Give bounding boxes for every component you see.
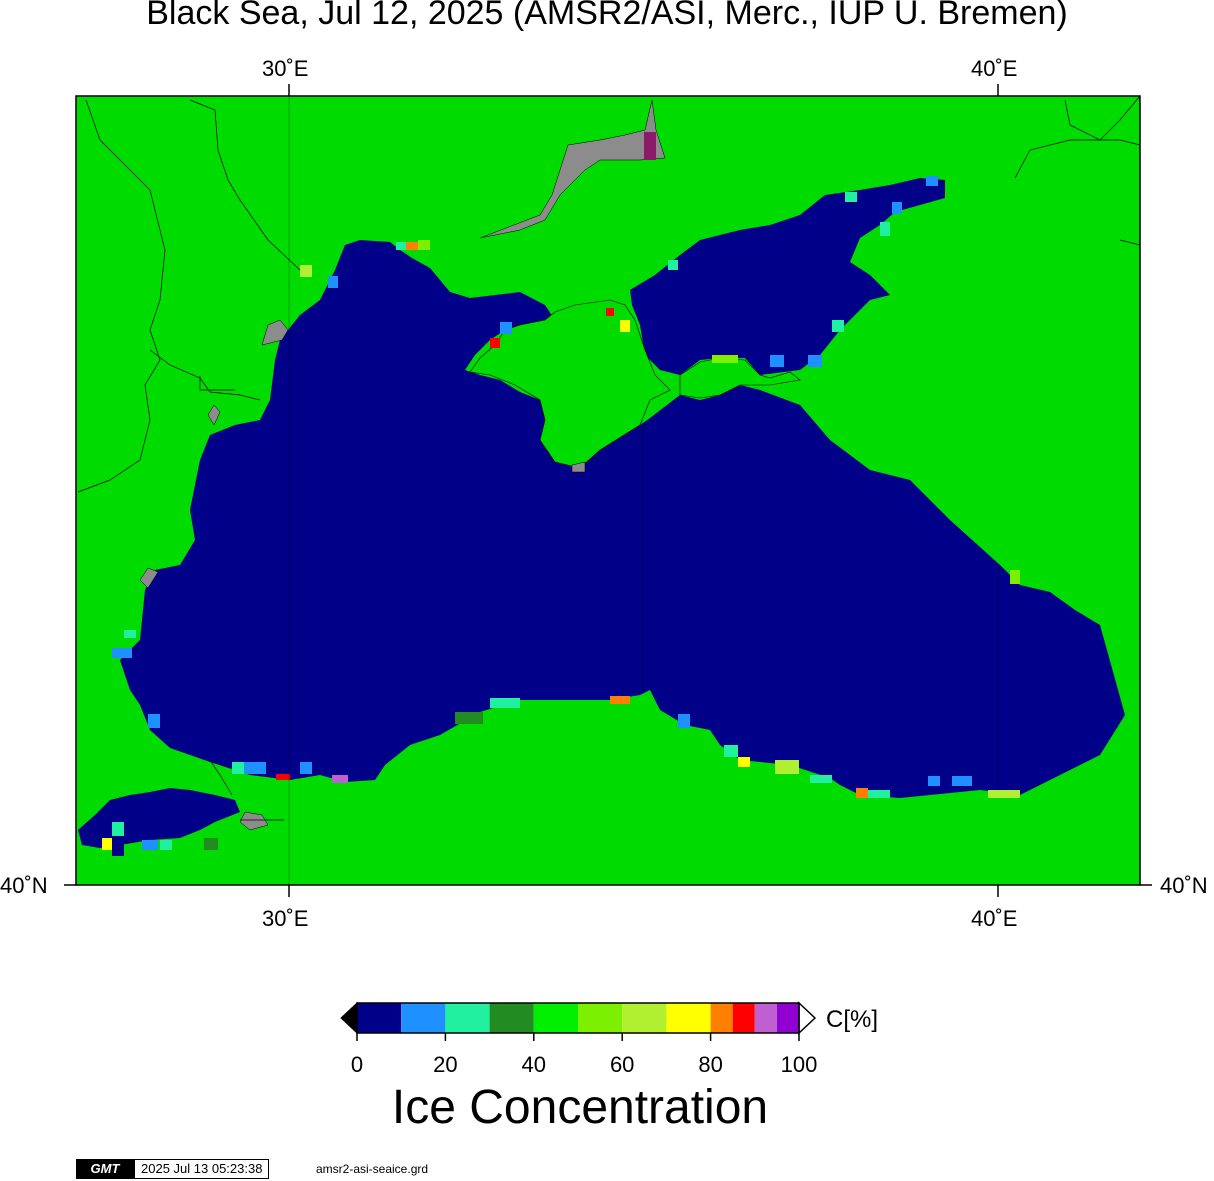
gmt-logo: GMT (76, 1159, 134, 1179)
sea-of-azov (630, 178, 945, 375)
colorbar-segment (357, 1003, 402, 1033)
colorbar-tick-label: 100 (780, 1052, 818, 1077)
no-data-patches (139, 99, 666, 831)
frame-ticks (64, 84, 1152, 897)
graticule (288, 96, 999, 885)
top-tick-30e: 30˚E (262, 56, 309, 81)
colorbar-segment (710, 1003, 733, 1033)
colorbar-unit: C[%] (826, 1006, 879, 1033)
colorbar-frame (356, 1002, 800, 1034)
colorbar-tick-label: 0 (350, 1052, 364, 1077)
colorbar-tick-label: 60 (609, 1052, 635, 1077)
colorbar-tick-label: 80 (698, 1052, 723, 1077)
black-sea (120, 240, 1125, 798)
colorbar-low-arrow (340, 1001, 358, 1035)
bottom-tick-40e: 40˚E (971, 906, 1018, 931)
colorbar-segment (445, 1003, 490, 1033)
colorbar-title: Ice Concentration (391, 1081, 769, 1134)
colorbar-segment (622, 1003, 667, 1033)
colorbar-segment (533, 1003, 578, 1033)
colorbar-high-arrow (798, 1001, 817, 1035)
colorbar-segment (666, 1003, 711, 1033)
colorbar-segment (776, 1003, 799, 1033)
top-tick-40e: 40˚E (971, 56, 1018, 81)
colorbar-tick-label: 40 (521, 1052, 547, 1077)
colorbar (340, 1001, 817, 1041)
gmt-timestamp: 2025 Jul 13 05:23:38 (134, 1159, 270, 1179)
colorbar-segment (489, 1003, 534, 1033)
gmt-filename: amsr2-asi-seaice.grd (316, 1162, 429, 1176)
coastal-artifact-pixels (102, 132, 1020, 856)
colorbar-segment (578, 1003, 623, 1033)
colorbar-segment (401, 1003, 446, 1033)
left-tick-40n: 40˚N (0, 873, 48, 898)
map-title: Black Sea, Jul 12, 2025 (AMSR2/ASI, Merc… (146, 0, 1068, 32)
colorbar-tick-label: 20 (433, 1052, 458, 1077)
colorbar-segment (732, 1003, 755, 1033)
colorbar-segment (754, 1003, 777, 1033)
crimea (469, 299, 671, 469)
right-tick-40n: 40˚N (1160, 873, 1208, 898)
border-lines (77, 95, 1141, 821)
bottom-tick-30e: 30˚E (262, 906, 309, 931)
